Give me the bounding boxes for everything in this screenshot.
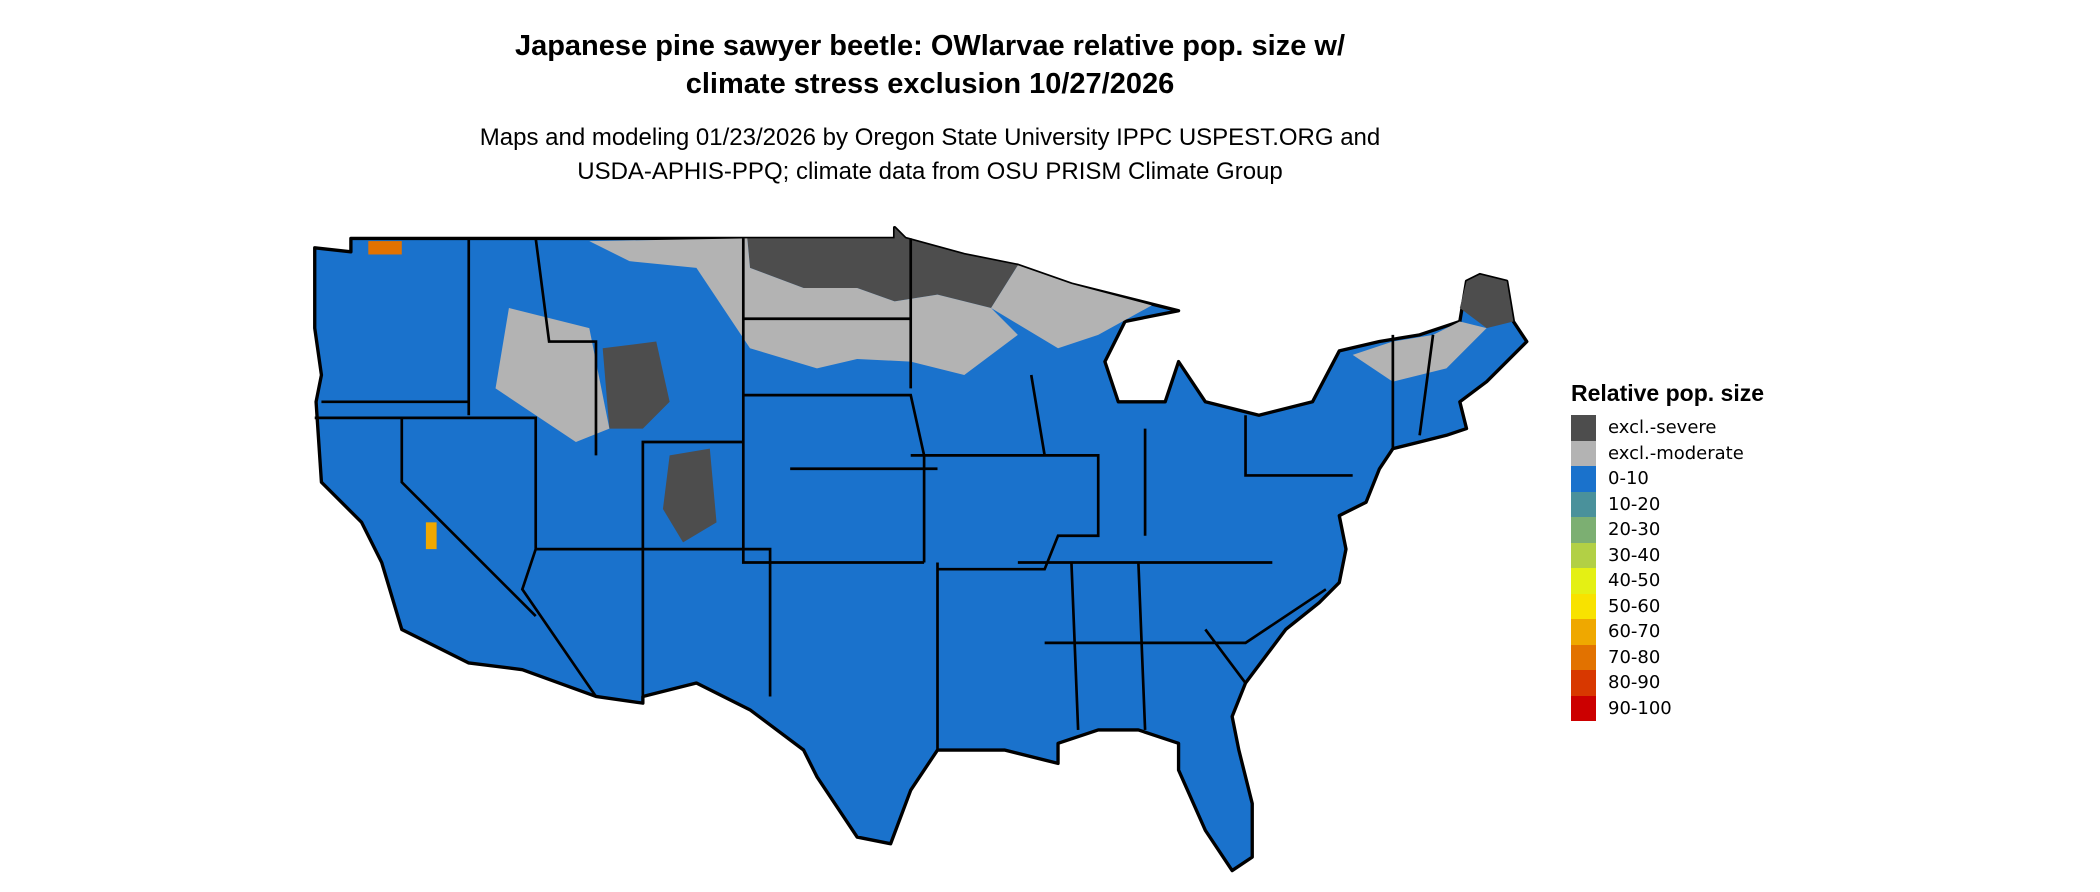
legend-swatch — [1571, 542, 1596, 568]
legend-swatch — [1571, 695, 1596, 721]
legend-item: 60-70 — [1571, 619, 1764, 645]
excl-severe-patches — [602, 227, 1514, 543]
chart-title-line-1: Japanese pine sawyer beetle: OWlarvae re… — [514, 30, 1346, 62]
legend-label: 0-10 — [1608, 468, 1649, 490]
legend-label: 60-70 — [1608, 621, 1661, 643]
high-pop-speckles — [368, 241, 437, 550]
legend-label: 10-20 — [1608, 493, 1661, 515]
legend-swatch — [1571, 440, 1596, 466]
legend-item: 90-100 — [1571, 695, 1764, 721]
severe-patch-wyoming — [602, 341, 670, 429]
legend-swatch — [1571, 568, 1596, 594]
chart-title-line-2: climate stress exclusion 10/27/2026 — [685, 68, 1175, 100]
legend-item: 80-90 — [1571, 670, 1764, 696]
moderate-patch-north-woods — [991, 265, 1152, 349]
hotspot-sierra — [425, 522, 437, 550]
legend-item: 30-40 — [1571, 542, 1764, 568]
legend-items: excl.-severe excl.-moderate 0-10 10-20 20-30… — [1571, 415, 1764, 721]
legend-swatch — [1571, 670, 1596, 696]
chart-subtitle-line-1: Maps and modeling 01/23/2026 by Oregon S… — [479, 124, 1381, 151]
legend-label: 50-60 — [1608, 595, 1661, 617]
legend-item: 70-80 — [1571, 644, 1764, 670]
legend-item: 20-30 — [1571, 517, 1764, 543]
legend-item: excl.-severe — [1571, 415, 1764, 441]
legend-label: 40-50 — [1608, 570, 1661, 592]
legend-item: 50-60 — [1571, 593, 1764, 619]
legend-item: excl.-moderate — [1571, 440, 1764, 466]
legend-item: 0-10 — [1571, 466, 1764, 492]
legend: Relative pop. size excl.-severe excl.-mod… — [1571, 380, 1764, 721]
legend-label: excl.-severe — [1608, 417, 1717, 439]
legend-label: 20-30 — [1608, 519, 1661, 541]
moderate-patch-new-england — [1352, 321, 1487, 382]
legend-label: 70-80 — [1608, 646, 1661, 668]
legend-swatch — [1571, 517, 1596, 543]
legend-title: Relative pop. size — [1571, 380, 1765, 406]
legend-item: 10-20 — [1571, 491, 1764, 517]
legend-swatch — [1571, 491, 1596, 517]
legend-swatch — [1571, 593, 1596, 619]
legend-swatch — [1571, 619, 1596, 645]
legend-swatch — [1571, 466, 1596, 492]
legend-label: 80-90 — [1608, 672, 1661, 694]
severe-patch-maine — [1459, 274, 1514, 329]
severe-patch-colorado — [662, 448, 717, 543]
legend-item: 40-50 — [1571, 568, 1764, 594]
legend-label: 30-40 — [1608, 544, 1661, 566]
legend-label: excl.-moderate — [1608, 442, 1744, 464]
legend-swatch — [1571, 644, 1596, 670]
state-boundaries — [314, 238, 1435, 751]
legend-swatch — [1571, 415, 1596, 441]
severe-patch-north-plains — [747, 227, 1018, 309]
chart-subtitle-line-2: USDA-APHIS-PPQ; climate data from OSU PR… — [577, 158, 1283, 185]
hotspot-cascades — [368, 241, 402, 255]
legend-label: 90-100 — [1608, 697, 1672, 719]
